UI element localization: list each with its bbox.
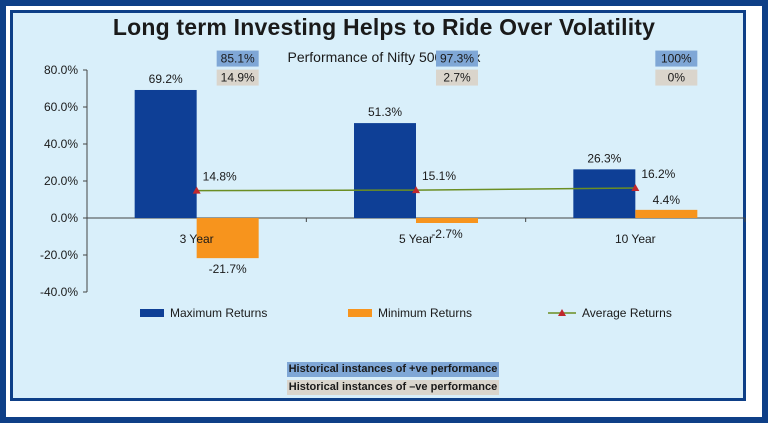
y-tick-label: 80.0%: [44, 63, 78, 77]
data-label-average: 14.8%: [203, 170, 237, 184]
positive-instance-box: [655, 50, 698, 67]
bar-maximum: [134, 89, 197, 218]
legend-label-minimum: Minimum Returns: [378, 306, 473, 320]
legend-label-maximum: Maximum Returns: [170, 306, 268, 320]
legend-swatch-maximum: [140, 309, 164, 317]
data-label-minimum: 4.4%: [653, 193, 681, 207]
y-tick-label: 60.0%: [44, 100, 78, 114]
positive-instance-box: [216, 50, 259, 67]
note-positive-performance: Historical instances of +ve performance: [287, 362, 499, 377]
bar-maximum: [354, 123, 416, 218]
average-returns-marker: [192, 186, 201, 194]
bar-maximum: [573, 169, 636, 218]
average-returns-marker: [412, 186, 420, 194]
bar-minimum: [416, 218, 478, 223]
note-negative-performance: Historical instances of –ve performance: [287, 380, 499, 395]
data-label-maximum: 69.2%: [149, 72, 183, 86]
positive-instance-box: [436, 50, 478, 67]
negative-instance-box: [216, 69, 259, 86]
negative-instance-box: [655, 69, 698, 86]
legend-swatch-minimum: [348, 309, 372, 317]
y-tick-label: 20.0%: [44, 174, 78, 188]
positive-instance-label: 97.3%: [440, 52, 474, 66]
x-tick-label: 10 Year: [615, 232, 656, 246]
legend-minimum-returns: Minimum Returns: [348, 306, 472, 320]
chart-subtitle: Performance of Nifty 500 Index: [287, 49, 481, 65]
y-tick-label: -20.0%: [40, 248, 78, 262]
legend-swatch-average: [548, 309, 576, 316]
y-tick-label: -40.0%: [40, 285, 78, 299]
data-label-average: 15.1%: [422, 169, 456, 183]
data-label-maximum: 51.3%: [368, 105, 402, 119]
bar-minimum: [635, 209, 698, 218]
negative-instance-box: [436, 69, 478, 86]
data-label-minimum: -21.7%: [209, 262, 247, 276]
y-tick-label: 40.0%: [44, 137, 78, 151]
bar-minimum: [196, 218, 259, 259]
data-label-average: 16.2%: [641, 167, 675, 181]
data-label-maximum: 26.3%: [587, 151, 621, 165]
positive-instance-label: 85.1%: [221, 52, 255, 66]
x-tick-label: 3 Year: [180, 232, 214, 246]
y-tick-label: 0.0%: [51, 211, 79, 225]
data-label-minimum: -2.7%: [431, 227, 463, 241]
x-tick-label: 5 Year: [399, 232, 433, 246]
positive-instance-label: 100%: [661, 52, 692, 66]
average-returns-marker: [631, 184, 640, 192]
legend-label-average: Average Returns: [582, 306, 672, 320]
chart-title: Long term Investing Helps to Ride Over V…: [112, 14, 656, 40]
legend-average-returns: Average Returns: [548, 306, 672, 320]
negative-instance-label: 0%: [668, 71, 686, 85]
negative-instance-label: 14.9%: [221, 71, 255, 85]
legend-maximum-returns: Maximum Returns: [140, 306, 267, 320]
negative-instance-label: 2.7%: [443, 71, 471, 85]
